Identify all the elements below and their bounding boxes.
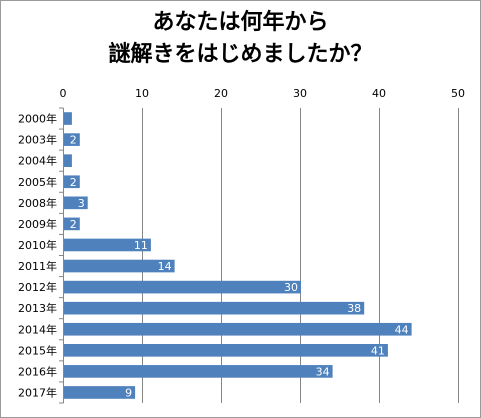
category-label-2014年: 2014年 [18, 322, 57, 336]
bar-2009年 [64, 217, 80, 231]
category-label-2012年: 2012年 [18, 280, 57, 294]
category-label-2016年: 2016年 [18, 364, 57, 378]
category-label-2010年: 2010年 [18, 238, 57, 252]
bar-2012年 [64, 280, 301, 294]
bar-2013年 [64, 301, 365, 315]
bar-2011年 [64, 259, 175, 273]
category-label-2003年: 2003年 [18, 133, 57, 147]
x-tick-label-10: 10 [135, 87, 149, 100]
chart-title-line-2: 謎解きをはじめましたか？ [108, 42, 373, 67]
data-label-2005年: 2 [70, 176, 77, 189]
x-tick-label-50: 50 [451, 87, 465, 100]
data-label-2003年: 2 [70, 134, 77, 147]
data-label-2009年: 2 [70, 218, 77, 231]
data-label-2012年: 30 [284, 281, 298, 294]
data-label-2016年: 34 [316, 365, 330, 378]
category-label-2005年: 2005年 [18, 175, 57, 189]
category-label-2015年: 2015年 [18, 343, 57, 357]
category-label-2009年: 2009年 [18, 217, 57, 231]
bar-2003年 [64, 133, 80, 146]
bar-2010年 [64, 238, 151, 252]
data-label-2010年: 11 [134, 239, 148, 252]
bar-2014年 [64, 322, 412, 336]
bar-2005年 [64, 175, 80, 189]
bar-2015年 [64, 344, 388, 357]
x-tick-label-40: 40 [372, 87, 386, 100]
bar-2017年 [64, 386, 136, 399]
category-label-2013年: 2013年 [18, 301, 57, 315]
x-tick-label-20: 20 [214, 87, 228, 100]
data-label-2011年: 14 [158, 260, 172, 273]
data-label-2013年: 38 [347, 302, 361, 315]
category-label-2017年: 2017年 [18, 385, 57, 399]
x-tick-label-0: 0 [60, 87, 67, 100]
category-label-2004年: 2004年 [18, 154, 57, 168]
chart-title-line-1: あなたは何年から [152, 10, 329, 35]
data-label-2017年: 9 [125, 386, 132, 399]
bar-2016年 [64, 365, 333, 378]
data-label-2008年: 3 [78, 197, 85, 210]
x-tick-label-30: 30 [293, 87, 307, 100]
chart-title: あなたは何年から 謎解きをはじめましたか？ [1, 7, 480, 71]
category-label-2008年: 2008年 [18, 196, 57, 210]
data-label-2015年: 41 [371, 344, 385, 357]
bar-2000年 [64, 112, 72, 125]
category-label-2000年: 2000年 [18, 112, 57, 126]
data-label-2014年: 44 [395, 323, 409, 336]
bar-2008年 [64, 196, 88, 210]
category-label-2011年: 2011年 [18, 259, 57, 273]
bar-2004年 [64, 154, 72, 167]
